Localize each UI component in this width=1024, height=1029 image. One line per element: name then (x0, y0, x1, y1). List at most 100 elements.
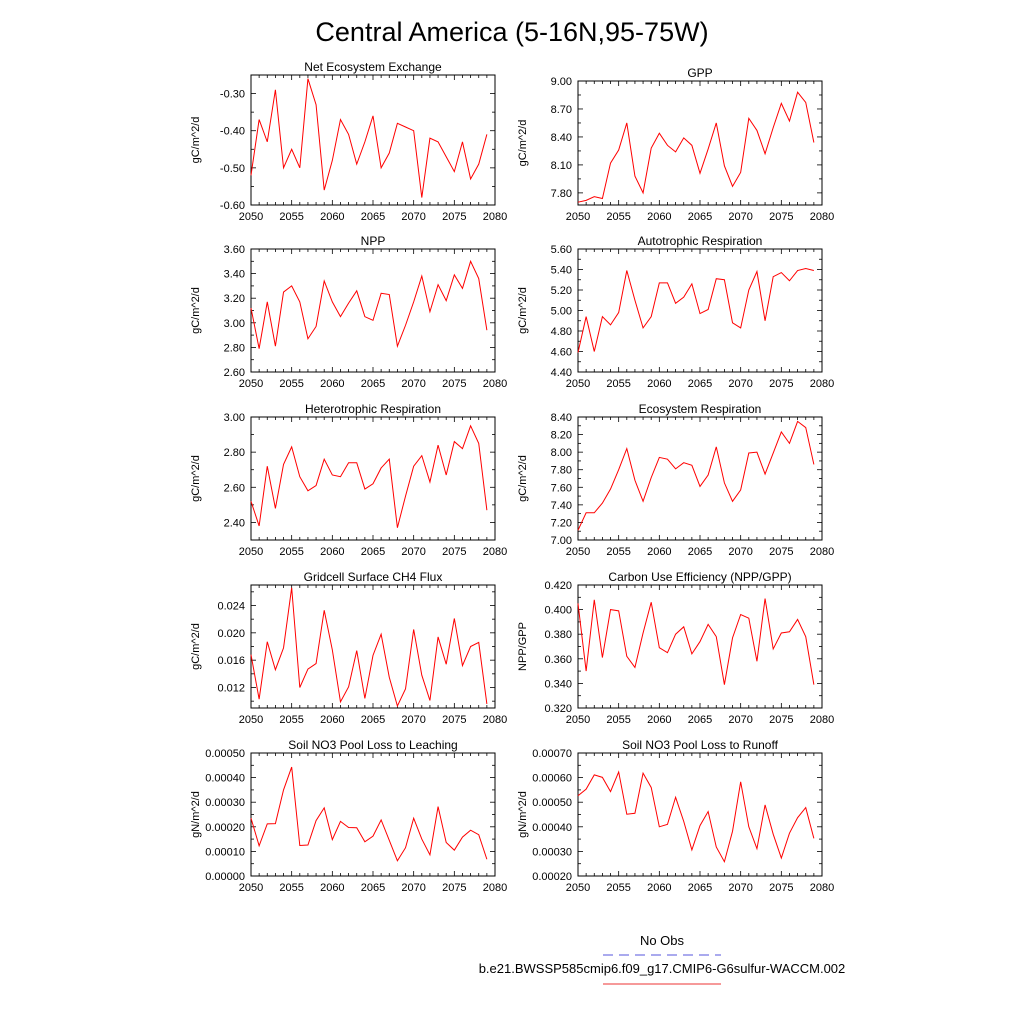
y-tick-label: 0.00050 (532, 797, 572, 809)
x-tick-label: 2070 (728, 546, 752, 558)
y-tick-label: 0.00000 (205, 871, 245, 883)
series-line (577, 598, 815, 685)
plot-frame (250, 584, 496, 709)
y-tick-label: 8.40 (551, 412, 572, 424)
x-tick-label: 2065 (688, 378, 712, 390)
panel-title: NPP (361, 234, 386, 248)
x-tick-label: 2075 (769, 211, 793, 223)
x-tick-label: 2070 (401, 714, 425, 726)
plot-frame (250, 752, 496, 877)
series-line (250, 766, 488, 862)
panel-title: Autotrophic Respiration (638, 234, 763, 248)
x-tick-label: 2080 (810, 378, 834, 390)
y-tick-label: 8.20 (551, 430, 572, 442)
y-tick-label: 0.360 (544, 654, 572, 666)
x-tick-label: 2070 (401, 882, 425, 894)
series-line (577, 91, 815, 203)
series-line (250, 259, 488, 349)
panel-title: GPP (687, 66, 712, 80)
y-tick-label: 0.00040 (205, 773, 245, 785)
x-tick-label: 2075 (442, 882, 466, 894)
x-tick-label: 2050 (239, 211, 263, 223)
chart-panel-5: Heterotrophic Respiration 2050 2055 2060 206… (190, 402, 507, 558)
x-tick-label: 2055 (606, 546, 630, 558)
y-tick-label: 0.00060 (532, 773, 572, 785)
x-tick-label: 2065 (361, 714, 385, 726)
x-tick-label: 2080 (810, 211, 834, 223)
plot-frame (577, 584, 823, 709)
plot-frame (577, 80, 823, 206)
y-tick-label: 5.20 (551, 285, 572, 297)
chart-panel-8: Carbon Use Efficiency (NPP/GPP) 2050 2055 2… (517, 570, 834, 726)
x-tick-label: 2055 (606, 378, 630, 390)
x-tick-label: 2070 (728, 882, 752, 894)
y-tick-label: 7.80 (551, 188, 572, 200)
y-axis-label: gN/m^2/d (517, 791, 529, 838)
x-tick-label: 2060 (647, 211, 671, 223)
y-tick-label: 0.00050 (205, 748, 245, 760)
x-tick-label: 2080 (810, 546, 834, 558)
x-tick-label: 2075 (769, 546, 793, 558)
x-tick-label: 2075 (769, 882, 793, 894)
series-line (577, 770, 815, 864)
y-axis-label: gC/m^2/d (517, 287, 529, 334)
x-tick-label: 2055 (606, 211, 630, 223)
y-tick-label: 4.60 (551, 347, 572, 359)
legend: No Obs b.e21.BWSSP585cmip6.f09_g17.CMIP6… (479, 933, 846, 985)
x-tick-label: 2065 (361, 546, 385, 558)
y-tick-label: 0.00040 (532, 822, 572, 834)
x-tick-label: 2050 (566, 211, 590, 223)
series-line (577, 420, 815, 531)
series-line (250, 78, 488, 198)
panel-title: Gridcell Surface CH4 Flux (304, 570, 443, 584)
x-tick-label: 2080 (483, 882, 507, 894)
x-tick-label: 2055 (279, 882, 303, 894)
x-tick-label: 2050 (566, 546, 590, 558)
x-tick-label: 2050 (566, 378, 590, 390)
x-tick-label: 2055 (606, 714, 630, 726)
chart-panel-6: Ecosystem Respiration 2050 2055 2060 2065 207… (517, 402, 834, 558)
panel-title: Carbon Use Efficiency (NPP/GPP) (608, 570, 791, 584)
series-line (577, 267, 814, 353)
y-axis-label: NPP/GPP (517, 622, 529, 671)
y-tick-label: 7.00 (551, 535, 572, 547)
y-tick-label: 5.40 (551, 265, 572, 277)
legend-label-model: b.e21.BWSSP585cmip6.f09_g17.CMIP6-G6sulf… (479, 961, 846, 976)
chart-panel-9: Soil NO3 Pool Loss to Leaching 2050 2055 20… (190, 738, 507, 894)
x-tick-label: 2070 (728, 378, 752, 390)
x-tick-label: 2060 (647, 546, 671, 558)
y-tick-label: 5.00 (551, 306, 572, 318)
y-tick-label: 4.80 (551, 326, 572, 338)
x-tick-label: 2070 (401, 211, 425, 223)
x-tick-label: 2065 (688, 714, 712, 726)
y-tick-label: 7.40 (551, 500, 572, 512)
x-tick-label: 2080 (483, 714, 507, 726)
chart-panels: Net Ecosystem Exchange 2050 2055 2060 2065 20… (190, 60, 834, 894)
x-tick-label: 2080 (810, 714, 834, 726)
y-tick-label: 0.016 (217, 655, 245, 667)
y-tick-label: -0.60 (220, 200, 245, 212)
y-tick-label: 2.40 (224, 517, 245, 529)
y-tick-label: 8.70 (551, 104, 572, 116)
y-tick-label: 8.40 (551, 132, 572, 144)
series-line (250, 587, 488, 708)
page-title: Central America (5-16N,95-75W) (315, 17, 708, 47)
x-tick-label: 2070 (401, 378, 425, 390)
y-axis-label: gC/m^2/d (190, 117, 202, 164)
chart-panel-2: GPP 2050 2055 2060 2065 2070 2075 2080 7.80 8.10 8… (517, 66, 834, 223)
y-tick-label: 8.10 (551, 160, 572, 172)
y-tick-label: 0.400 (544, 605, 572, 617)
y-axis-label: gC/m^2/d (190, 287, 202, 334)
y-tick-label: 3.00 (224, 318, 245, 330)
x-tick-label: 2055 (279, 378, 303, 390)
y-tick-label: 9.00 (551, 76, 572, 88)
x-tick-label: 2065 (361, 882, 385, 894)
series-line (250, 424, 488, 528)
x-tick-label: 2050 (239, 378, 263, 390)
x-tick-label: 2075 (442, 714, 466, 726)
y-tick-label: 0.00070 (532, 748, 572, 760)
y-tick-label: 0.320 (544, 703, 572, 715)
y-axis-label: gN/m^2/d (190, 791, 202, 838)
x-tick-label: 2050 (239, 714, 263, 726)
y-tick-label: 0.00030 (532, 846, 572, 858)
